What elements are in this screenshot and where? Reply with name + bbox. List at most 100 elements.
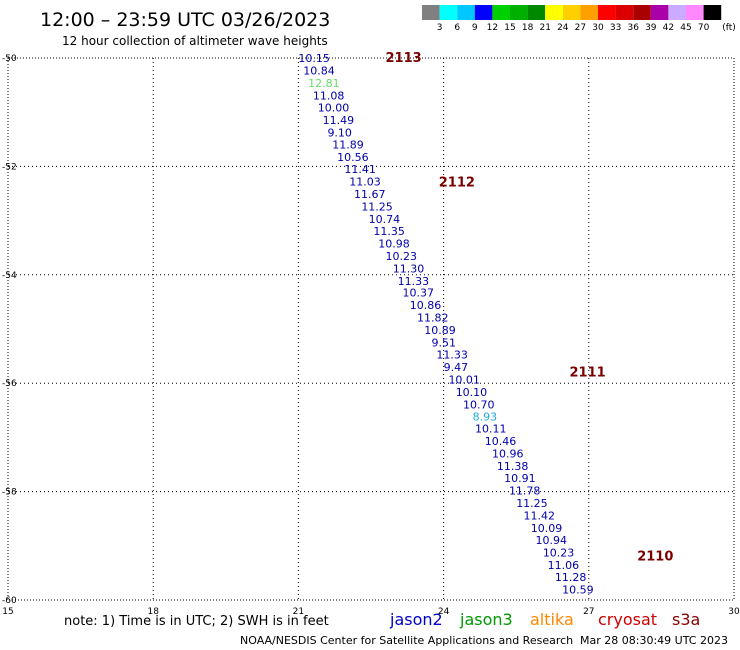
colorbar-label: 33 [610, 23, 621, 33]
x-tick-label: 24 [438, 607, 450, 617]
swh-value-label: 10.01 [448, 373, 480, 386]
y-tick-label: -54 [2, 271, 17, 281]
colorbar-label: 70 [698, 23, 710, 33]
x-tick-label: 30 [728, 607, 740, 617]
swh-value-label: 10.15 [298, 52, 330, 65]
colorbar-swatch [474, 5, 493, 20]
swh-value-label: 11.08 [313, 89, 345, 102]
swh-value-label: 11.41 [344, 163, 376, 176]
colorbar-swatch [545, 5, 563, 20]
swh-value-label: 10.23 [386, 250, 418, 263]
satellite-legend-jason3: jason3 [459, 610, 513, 629]
colorbar-swatch [668, 5, 686, 20]
swh-value-label: 11.25 [361, 201, 393, 214]
satellite-legend-jason2: jason2 [389, 610, 443, 629]
colorbar-swatch [633, 5, 651, 20]
footer-timestamp: Mar 28 08:30:49 UTC 2023 [580, 634, 728, 647]
colorbar-label: 9 [472, 23, 478, 33]
colorbar-label: 36 [627, 23, 639, 33]
swh-value-label: 10.86 [410, 299, 442, 312]
colorbar-swatch [457, 5, 475, 20]
colorbar-label: 12 [487, 23, 498, 33]
colorbar-swatch [562, 5, 581, 20]
y-tick-label: -52 [2, 162, 17, 172]
colorbar-label: 42 [663, 23, 674, 33]
x-tick-label: 18 [147, 607, 159, 617]
colorbar-swatch [598, 5, 616, 20]
swh-value-label: 10.10 [456, 386, 488, 399]
colorbar-unit: (ft) [722, 23, 736, 33]
colorbar-swatch [615, 5, 634, 20]
x-tick-label: 21 [293, 607, 304, 617]
colorbar-label: 21 [539, 23, 550, 33]
y-tick-label: -56 [2, 379, 17, 389]
plot-frame [7, 57, 735, 601]
swh-value-label: 10.94 [536, 534, 568, 547]
colorbar-label: 30 [592, 23, 604, 33]
satellite-legend-s3a: s3a [672, 610, 700, 629]
y-axis-ticks: -50 -52 -54 -56 -58 -60 [2, 54, 17, 606]
swh-value-label: 10.46 [485, 435, 517, 448]
swh-value-label: 12.81 [308, 77, 340, 90]
y-tick-label: -50 [2, 54, 17, 64]
pass-labels: 2113 2112 2111 2110 [386, 51, 674, 565]
colorbar-swatch [510, 5, 528, 20]
colorbar-swatch [422, 5, 440, 20]
page-title: 12:00 – 23:59 UTC 03/26/2023 [40, 9, 330, 31]
colorbar-label: 27 [575, 23, 586, 33]
colorbar-label: 6 [454, 23, 460, 33]
swh-value-label: 11.78 [509, 485, 541, 498]
page-subtitle: 12 hour collection of altimeter wave hei… [62, 34, 328, 48]
colorbar-swatch [492, 5, 510, 20]
pass-number-label: 2111 [569, 365, 605, 380]
swh-value-label: 10.00 [318, 101, 350, 114]
colorbar-label: 15 [504, 23, 515, 33]
colorbar-label: 24 [557, 23, 569, 33]
swh-value-label: 11.42 [523, 509, 555, 522]
colorbar-swatch [580, 5, 598, 20]
x-tick-label: 15 [2, 607, 13, 617]
colorbar-swatch [527, 5, 546, 20]
swh-value-label: 11.49 [323, 114, 355, 127]
pass-number-label: 2110 [637, 550, 673, 565]
swh-value-label: 9.51 [432, 337, 457, 350]
swh-value-label: 10.91 [504, 472, 535, 485]
swh-value-label: 10.96 [492, 448, 524, 461]
colorbar-swatch [703, 5, 722, 20]
swh-value-label: 10.11 [475, 423, 507, 436]
colorbar-legend: 3 6 9 12 15 18 21 24 27 30 33 36 39 42 45 70 (ft) [422, 5, 736, 33]
satellite-legend-altika: altika [530, 610, 574, 629]
swh-values: 10.1510.8412.8111.0810.0011.499.1011.891… [298, 52, 593, 597]
y-tick-label: -60 [2, 596, 17, 606]
swh-value-label: 10.70 [463, 398, 495, 411]
grid-lines [8, 58, 734, 600]
swh-value-label: 11.33 [436, 348, 468, 361]
swh-value-label: 11.33 [398, 275, 430, 288]
swh-value-label: 10.98 [378, 237, 410, 250]
pass-number-label: 2113 [386, 51, 422, 66]
footer-credit: NOAA/NESDIS Center for Satellite Applica… [240, 634, 573, 647]
x-tick-label: 27 [583, 607, 594, 617]
swh-value-label: 11.67 [354, 188, 386, 201]
colorbar-label: 18 [522, 23, 534, 33]
swh-value-label: 11.25 [516, 497, 548, 510]
x-axis-ticks: 15 18 21 24 27 30 [2, 607, 740, 617]
swh-value-label: 8.93 [473, 410, 498, 423]
pass-number-label: 2112 [439, 176, 475, 191]
swh-value-label: 11.35 [373, 225, 405, 238]
colorbar-swatch [686, 5, 704, 20]
swh-value-label: 9.47 [444, 361, 469, 374]
swh-value-label: 10.74 [369, 213, 401, 226]
satellite-legend-cryosat: cryosat [598, 610, 657, 629]
swh-value-label: 10.89 [424, 324, 456, 337]
swh-value-label: 10.59 [562, 584, 594, 597]
swh-value-label: 11.03 [349, 176, 381, 189]
swh-value-label: 11.30 [393, 262, 425, 275]
swh-value-label: 11.38 [497, 460, 528, 473]
colorbar-swatch [650, 5, 669, 20]
satellite-legend: jason2 jason3 altika cryosat s3a [389, 610, 700, 629]
colorbar-label: 3 [437, 23, 443, 33]
swh-value-label: 10.56 [337, 151, 369, 164]
colorbar-swatch [439, 5, 458, 20]
swh-value-label: 10.37 [402, 287, 434, 300]
